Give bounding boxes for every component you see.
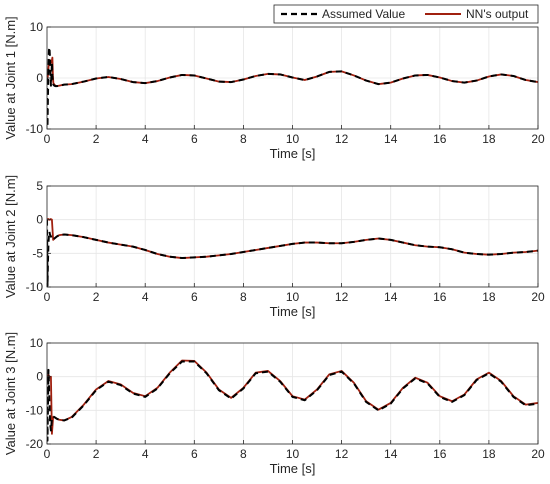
series-line-assumed — [47, 360, 538, 442]
x-tick-label: 10 — [286, 447, 300, 461]
x-axis-label: Time [s] — [270, 461, 316, 476]
y-tick-label: 10 — [30, 336, 44, 350]
legend-label-nn: NN's output — [466, 7, 529, 21]
x-tick-label: 6 — [191, 290, 198, 304]
y-tick-label: -20 — [26, 437, 44, 451]
legend: Assumed Value NN's output — [273, 4, 539, 24]
series-line-assumed — [47, 46, 538, 128]
x-tick-label: 16 — [433, 290, 447, 304]
legend-label-assumed: Assumed Value — [322, 7, 405, 21]
x-tick-label: 8 — [240, 290, 247, 304]
x-tick-label: 0 — [44, 132, 51, 146]
series-group — [47, 359, 538, 442]
y-axis-label: Value at Joint 3 [N.m] — [3, 332, 18, 455]
x-tick-label: 2 — [93, 447, 100, 461]
x-tick-label: 8 — [240, 132, 247, 146]
legend-box — [273, 4, 539, 24]
x-tick-label: 2 — [93, 132, 100, 146]
series-group — [47, 218, 538, 287]
x-tick-label: 20 — [531, 447, 545, 461]
x-tick-label: 10 — [286, 290, 300, 304]
x-tick-label: 8 — [240, 447, 247, 461]
x-tick-label: 20 — [531, 132, 545, 146]
x-tick-label: 6 — [191, 447, 198, 461]
x-tick-label: 16 — [433, 132, 447, 146]
y-tick-label: 10 — [30, 20, 44, 34]
subplot-joint-2: 0 2 4 6 8 10 12 14 16 18 20 -10 -5 0 5 Time [s] Value at… — [3, 175, 545, 319]
x-tick-label: 0 — [44, 290, 51, 304]
y-tick-label: -10 — [26, 122, 44, 136]
x-tick-label: 4 — [142, 290, 149, 304]
y-axis-label: Value at Joint 1 [N.m] — [3, 16, 18, 139]
y-tick-label: 0 — [36, 370, 43, 384]
y-tick-label: -5 — [32, 246, 43, 260]
x-tick-label: 18 — [482, 132, 496, 146]
y-tick-label: -10 — [26, 403, 44, 417]
x-tick-label: 14 — [384, 132, 398, 146]
x-tick-label: 18 — [482, 447, 496, 461]
y-tick-label: 0 — [36, 213, 43, 227]
x-tick-label: 2 — [93, 290, 100, 304]
y-tick-label: 0 — [36, 71, 43, 85]
x-axis-label: Time [s] — [270, 146, 316, 161]
x-tick-label: 6 — [191, 132, 198, 146]
x-tick-label: 12 — [335, 447, 349, 461]
x-tick-label: 12 — [335, 132, 349, 146]
x-tick-label: 4 — [142, 132, 149, 146]
x-tick-label: 16 — [433, 447, 447, 461]
x-tick-label: 12 — [335, 290, 349, 304]
y-tick-label: -10 — [26, 280, 44, 294]
x-tick-label: 10 — [286, 132, 300, 146]
x-tick-label: 14 — [384, 290, 398, 304]
y-axis-label: Value at Joint 2 [N.m] — [3, 175, 18, 298]
y-tick-label: 5 — [36, 179, 43, 193]
x-tick-label: 0 — [44, 447, 51, 461]
x-tick-label: 20 — [531, 290, 545, 304]
series-line-assumed — [47, 219, 538, 287]
x-axis-label: Time [s] — [270, 304, 316, 319]
series-group — [47, 46, 538, 128]
x-tick-label: 18 — [482, 290, 496, 304]
x-tick-label: 4 — [142, 447, 149, 461]
series-line-nn — [47, 56, 538, 88]
x-tick-label: 14 — [384, 447, 398, 461]
